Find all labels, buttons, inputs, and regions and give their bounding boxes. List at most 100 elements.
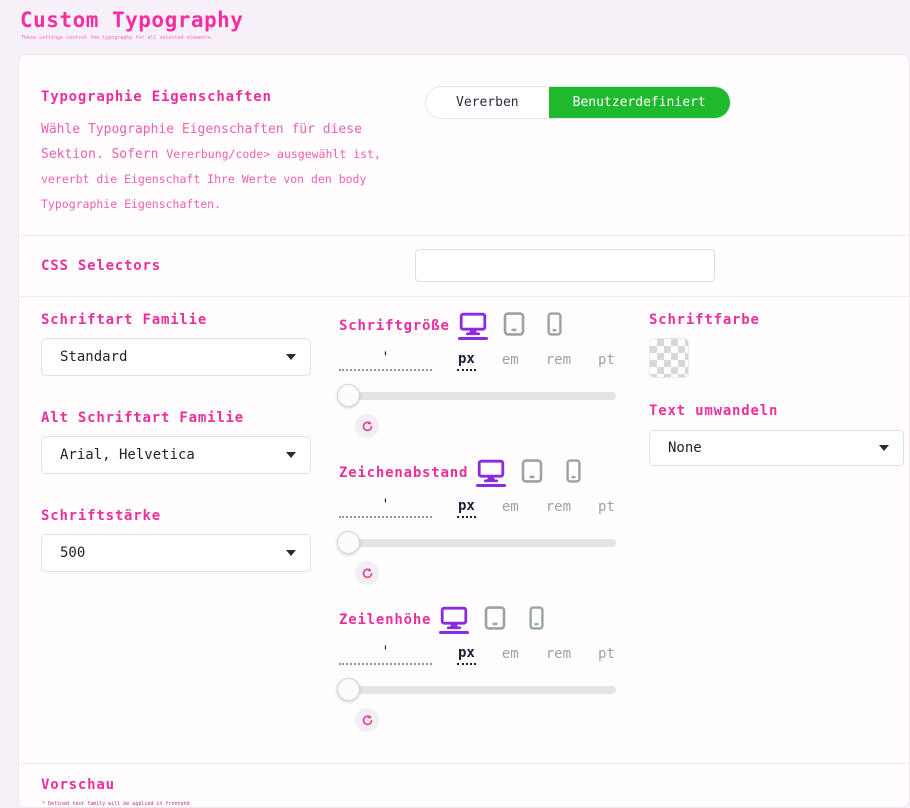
- value-and-units-row: px em rem pt: [339, 496, 619, 518]
- text-transform-select[interactable]: None: [649, 430, 904, 466]
- unit-pt-button[interactable]: pt: [597, 352, 616, 371]
- tablet-device-button[interactable]: [480, 606, 510, 634]
- custom-button[interactable]: Benutzerdefiniert: [548, 87, 730, 118]
- font-family-label: Schriftart Familie: [41, 312, 208, 328]
- css-selectors-label: CSS Selectors: [41, 257, 161, 274]
- chevron-down-icon: [879, 445, 889, 451]
- slider-value-input[interactable]: [339, 643, 432, 665]
- unit-pt-button[interactable]: pt: [597, 646, 616, 665]
- page-subtitle: These settings control the typography fo…: [21, 35, 214, 41]
- divider: [19, 235, 909, 236]
- font-weight-select[interactable]: 500: [41, 534, 311, 572]
- font-family-select[interactable]: Standard: [41, 338, 311, 376]
- color-transform-column: Schriftfarbe Text umwandeln None: [649, 312, 904, 753]
- slider-label: Schriftgröße: [339, 318, 450, 334]
- slider-block: Zeichenabstand: [337, 459, 619, 585]
- slider-track[interactable]: [339, 392, 616, 400]
- font-family-value: Standard: [60, 349, 128, 365]
- font-weight-value: 500: [60, 545, 86, 561]
- mobile-icon: [566, 459, 581, 483]
- typography-properties-heading: Typographie Eigenschaften: [41, 89, 272, 105]
- desktop-icon: [478, 459, 505, 483]
- unit-px-button[interactable]: px: [457, 498, 476, 518]
- range-slider[interactable]: [337, 678, 619, 702]
- slider-block: Schriftgröße: [337, 312, 619, 438]
- chevron-down-icon: [286, 354, 296, 360]
- mobile-device-button[interactable]: [521, 606, 551, 634]
- description-code: Vererbung/code>: [166, 147, 271, 161]
- preview-heading: Vorschau: [41, 777, 115, 793]
- description-part1: Wähle Typographie Eigenschaften für dies…: [41, 122, 362, 162]
- slider-controls-column: Schriftgröße: [337, 312, 619, 753]
- alt-font-family-group: Alt Schriftart Familie Arial, Helvetica: [41, 410, 311, 474]
- value-and-units-row: px em rem pt: [339, 349, 619, 371]
- reset-button[interactable]: [355, 708, 379, 732]
- unit-pt-button[interactable]: pt: [597, 499, 616, 518]
- desktop-icon: [441, 606, 468, 630]
- mobile-device-button[interactable]: [558, 459, 588, 487]
- font-color-label: Schriftfarbe: [649, 312, 760, 328]
- typography-properties-description: Wähle Typographie Eigenschaften für dies…: [41, 118, 389, 217]
- slider-value-input[interactable]: [339, 349, 432, 371]
- chevron-down-icon: [286, 550, 296, 556]
- active-device-underline: [457, 337, 488, 340]
- text-transform-label: Text umwandeln: [649, 403, 779, 419]
- slider-header: Zeichenabstand: [339, 459, 619, 487]
- unit-rem-button[interactable]: rem: [545, 352, 572, 371]
- unit-em-button[interactable]: em: [501, 352, 520, 371]
- mobile-icon: [547, 312, 562, 336]
- font-color-swatch[interactable]: [649, 338, 689, 378]
- unit-px-button[interactable]: px: [457, 351, 476, 371]
- unit-em-button[interactable]: em: [501, 646, 520, 665]
- device-switcher: [439, 606, 551, 634]
- reset-button[interactable]: [355, 561, 379, 585]
- unit-rem-button[interactable]: rem: [545, 499, 572, 518]
- tablet-device-button[interactable]: [499, 312, 529, 340]
- value-and-units-row: px em rem pt: [339, 643, 619, 665]
- slider-track[interactable]: [339, 539, 616, 547]
- slider-header: Zeilenhöhe: [339, 606, 619, 634]
- desktop-device-button[interactable]: [457, 312, 488, 340]
- alt-font-family-value: Arial, Helvetica: [60, 447, 195, 463]
- inherit-button[interactable]: Vererben: [426, 87, 549, 118]
- unit-px-button[interactable]: px: [457, 645, 476, 665]
- slider-block: Zeilenhöhe: [337, 606, 619, 732]
- tablet-icon: [484, 606, 506, 630]
- slider-thumb[interactable]: [337, 678, 360, 701]
- slider-thumb[interactable]: [337, 384, 360, 407]
- css-selectors-input[interactable]: [415, 249, 715, 282]
- desktop-icon: [459, 312, 486, 336]
- unit-em-button[interactable]: em: [501, 499, 520, 518]
- text-transform-value: None: [668, 440, 702, 456]
- mobile-device-button[interactable]: [540, 312, 570, 340]
- range-slider[interactable]: [337, 384, 619, 408]
- slider-thumb[interactable]: [337, 531, 360, 554]
- range-slider[interactable]: [337, 531, 619, 555]
- desktop-device-button[interactable]: [439, 606, 470, 634]
- tablet-icon: [521, 459, 543, 483]
- reset-icon: [362, 567, 372, 578]
- slider-value-input[interactable]: [339, 496, 432, 518]
- text-transform-group: Text umwandeln None: [649, 403, 904, 466]
- unit-rem-button[interactable]: rem: [545, 646, 572, 665]
- device-switcher: [476, 459, 588, 487]
- active-device-underline: [439, 631, 470, 634]
- css-selectors-section: CSS Selectors: [41, 236, 904, 296]
- tablet-icon: [503, 312, 525, 336]
- slider-track[interactable]: [339, 686, 616, 694]
- tablet-device-button[interactable]: [517, 459, 547, 487]
- active-device-underline: [476, 484, 507, 487]
- divider: [19, 296, 909, 297]
- slider-label: Zeichenabstand: [339, 465, 469, 481]
- typography-properties-section: Typographie Eigenschaften Wähle Typograp…: [41, 83, 904, 235]
- alt-font-family-label: Alt Schriftart Familie: [41, 410, 245, 426]
- inherit-custom-toggle: Vererben Benutzerdefiniert: [425, 86, 731, 119]
- typography-controls: Schriftart Familie Standard Alt Schrifta…: [41, 297, 904, 763]
- alt-font-family-select[interactable]: Arial, Helvetica: [41, 436, 311, 474]
- settings-card: Typographie Eigenschaften Wähle Typograp…: [18, 54, 910, 808]
- description-part2: ausgewählt ist, vererbt die Eigenschaft …: [41, 147, 381, 211]
- font-color-group: Schriftfarbe: [649, 312, 904, 378]
- reset-button[interactable]: [355, 414, 379, 438]
- reset-icon: [362, 714, 372, 725]
- desktop-device-button[interactable]: [476, 459, 507, 487]
